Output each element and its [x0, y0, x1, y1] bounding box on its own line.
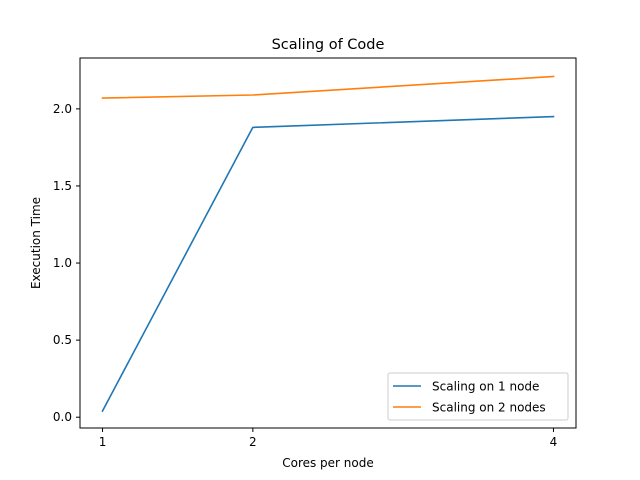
- y-axis-label: Execution Time: [29, 197, 43, 289]
- legend-label-2: Scaling on 2 nodes: [432, 401, 546, 415]
- y-tick-label: 1.5: [53, 179, 72, 193]
- series-layer: [101, 75, 555, 413]
- y-tick-label: 1.0: [53, 256, 72, 270]
- y-axis: 0.0 0.5 1.0 1.5 2.0: [53, 102, 80, 424]
- legend: Scaling on 1 node Scaling on 2 nodes: [387, 372, 569, 421]
- chart-title: Scaling of Code: [272, 37, 385, 53]
- legend-items: Scaling on 1 node Scaling on 2 nodes: [393, 380, 546, 415]
- legend-label-1: Scaling on 1 node: [432, 380, 539, 394]
- plot-area: [79, 57, 577, 429]
- x-tick-label: 2: [249, 435, 257, 449]
- series-line-2: [101, 75, 555, 99]
- y-tick-label: 0.5: [53, 333, 72, 347]
- x-tick-label: 4: [550, 435, 558, 449]
- y-tick-label: 0.0: [53, 410, 72, 424]
- series-line-1: [101, 115, 555, 413]
- x-tick-label: 1: [99, 435, 107, 449]
- x-axis: 1 2 4: [99, 428, 558, 449]
- y-tick-label: 2.0: [53, 102, 72, 116]
- plot-frame: [79, 57, 577, 429]
- x-axis-label: Cores per node: [282, 456, 374, 470]
- legend-box: [387, 372, 569, 421]
